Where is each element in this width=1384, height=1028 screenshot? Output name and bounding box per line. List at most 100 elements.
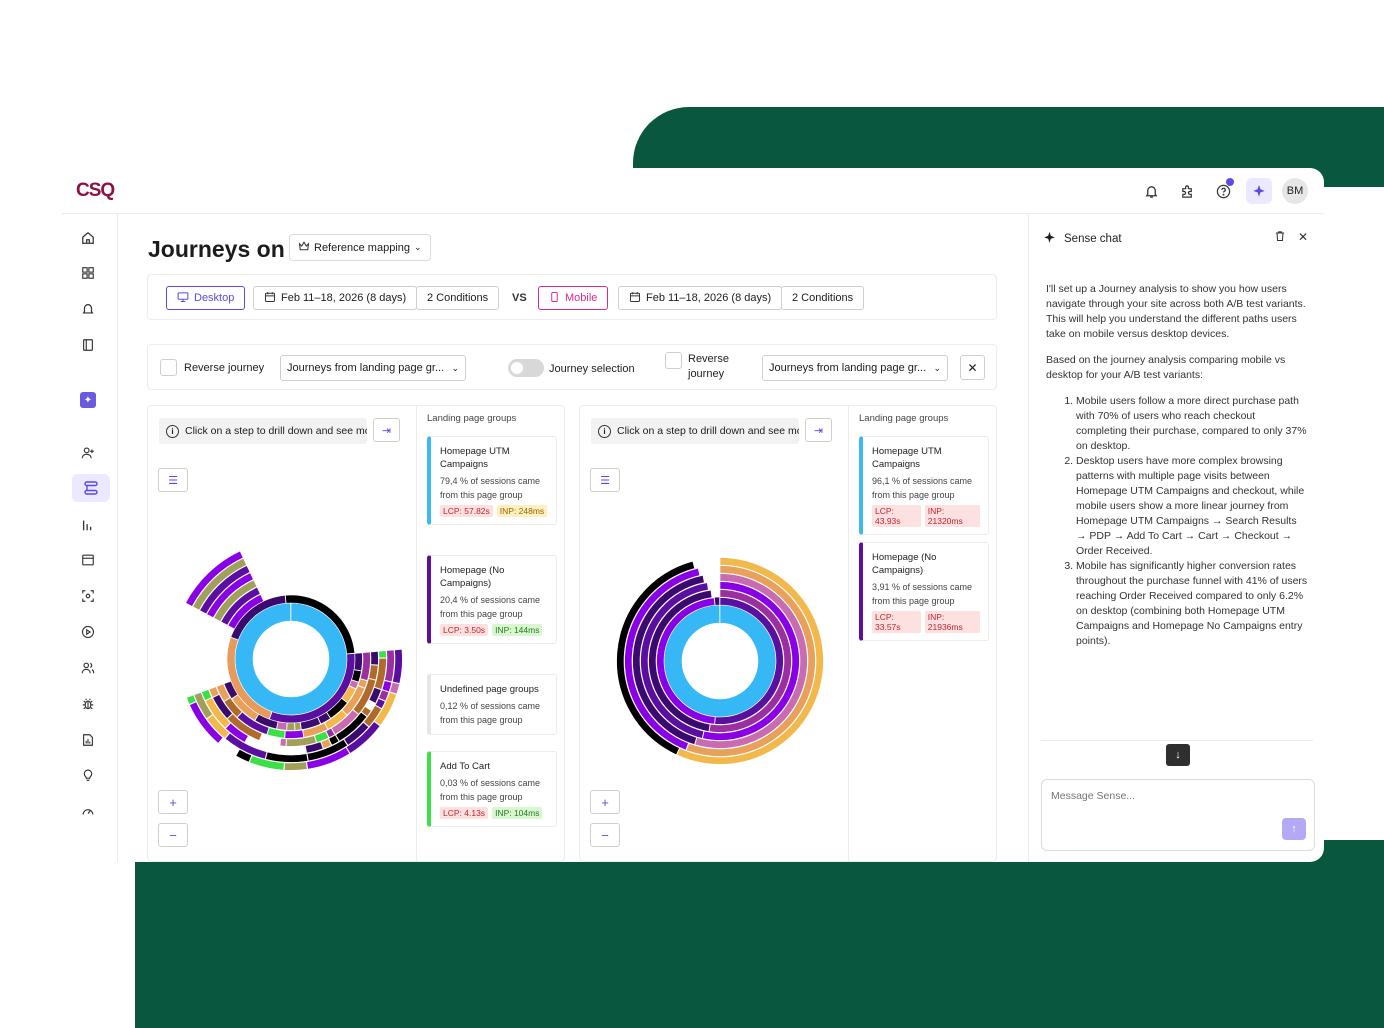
dashboard-icon[interactable]	[76, 261, 100, 285]
sunburst-segment[interactable]	[306, 738, 348, 762]
avatar[interactable]: BM	[1282, 178, 1308, 204]
sunburst-segment[interactable]	[216, 683, 231, 702]
desktop-segment-button[interactable]: Desktop	[166, 286, 246, 310]
screen-capture-icon[interactable]	[76, 584, 100, 608]
sunburst-segment[interactable]	[714, 596, 720, 606]
report-icon[interactable]	[76, 728, 100, 752]
sunburst-segment[interactable]	[193, 691, 213, 720]
puzzle-icon[interactable]	[1174, 178, 1200, 204]
sunburst-segment[interactable]	[373, 691, 397, 726]
group-card[interactable]: Homepage UTM Campaigns 79,4 % of sessions…	[427, 436, 557, 525]
home-icon[interactable]	[76, 226, 100, 250]
sunburst-segment[interactable]	[348, 679, 359, 690]
scroll-down-button[interactable]: ↓	[1166, 744, 1190, 766]
sunburst-segment[interactable]	[199, 565, 251, 615]
sunburst-segment[interactable]	[300, 716, 321, 730]
conditions-left-button[interactable]: 2 Conditions	[416, 286, 500, 310]
sunburst-segment[interactable]	[694, 573, 808, 749]
sunburst-segment[interactable]	[236, 711, 270, 735]
sunburst-segment[interactable]	[284, 761, 308, 771]
sunburst-segment[interactable]	[265, 751, 309, 763]
journey-source-right-select[interactable]: Journeys from landing page gr... ⌄	[762, 355, 948, 381]
sunburst-segment[interactable]	[192, 557, 247, 611]
notebook-icon[interactable]	[76, 333, 100, 357]
sunburst-segment[interactable]	[201, 689, 213, 701]
bug-icon[interactable]	[76, 692, 100, 716]
sunburst-segment[interactable]	[359, 651, 371, 681]
journey-selection-toggle[interactable]	[508, 359, 544, 377]
play-icon[interactable]	[76, 620, 100, 644]
sunburst-segment[interactable]	[279, 738, 287, 747]
sunburst-segment[interactable]	[266, 727, 286, 739]
sunburst-segment[interactable]	[328, 734, 340, 746]
users-icon[interactable]	[76, 656, 100, 680]
sunburst-segment[interactable]	[341, 685, 357, 704]
trash-icon[interactable]	[1274, 230, 1286, 245]
sunburst-segment[interactable]	[363, 705, 382, 728]
sunburst-segment[interactable]	[213, 579, 258, 622]
bell-icon[interactable]	[1138, 178, 1164, 204]
sunburst-segment[interactable]	[294, 722, 302, 731]
sunburst-segment[interactable]	[284, 729, 304, 739]
sunburst-segment[interactable]	[235, 748, 253, 763]
sunburst-segment[interactable]	[343, 721, 370, 746]
sunburst-segment[interactable]	[186, 694, 197, 705]
date-range-left-button[interactable]: Feb 11–18, 2026 (8 days)	[253, 286, 418, 310]
sunburst-segment[interactable]	[223, 680, 239, 700]
sunburst-segment[interactable]	[335, 711, 368, 742]
sunburst-segment[interactable]	[345, 721, 381, 754]
sunburst-segment[interactable]	[341, 685, 366, 716]
sunburst-segment[interactable]	[317, 711, 331, 725]
sunburst-segment[interactable]	[368, 664, 379, 681]
sunburst-segment[interactable]	[368, 687, 382, 704]
sunburst-segment[interactable]	[374, 657, 387, 690]
sunburst-segment[interactable]	[206, 572, 254, 619]
gauge-icon[interactable]	[76, 799, 100, 823]
sunburst-segment[interactable]	[381, 680, 393, 693]
sunburst-segment[interactable]	[223, 697, 243, 718]
group-card[interactable]: Homepage (No Campaigns) 20,4 % of session…	[427, 555, 557, 644]
sunburst-segment[interactable]	[320, 738, 332, 750]
sunburst-segment[interactable]	[331, 709, 359, 735]
sunburst-segment[interactable]	[208, 686, 220, 698]
sunburst-segment[interactable]	[206, 714, 230, 739]
sunburst-segment[interactable]	[632, 574, 705, 745]
list-view-button[interactable]: ☰	[590, 468, 620, 492]
sunburst-segment[interactable]	[286, 722, 296, 731]
sunburst-segment[interactable]	[370, 651, 379, 666]
reverse-journey-right-checkbox[interactable]	[665, 352, 682, 369]
sunburst-segment[interactable]	[189, 701, 224, 744]
mobile-segment-button[interactable]: Mobile	[538, 286, 609, 310]
sunburst-segment[interactable]	[640, 582, 709, 739]
sunburst-segment[interactable]	[224, 732, 268, 760]
list-view-button[interactable]: ☰	[158, 468, 188, 492]
sunburst-segment[interactable]	[254, 713, 279, 730]
sunburst-segment[interactable]	[234, 602, 348, 716]
date-range-right-button[interactable]: Feb 11–18, 2026 (8 days)	[618, 286, 783, 310]
sunburst-segment[interactable]	[249, 755, 285, 771]
sunburst-segment[interactable]	[352, 678, 377, 715]
sunburst-segment[interactable]	[663, 604, 777, 718]
sunburst-chart-desktop[interactable]	[173, 541, 423, 771]
sunburst-segment[interactable]	[374, 698, 386, 709]
sunburst-chart-mobile[interactable]	[610, 541, 860, 771]
zoom-in-button[interactable]: +	[158, 790, 188, 814]
expand-panel-button[interactable]: ⇥	[373, 418, 400, 442]
group-card[interactable]: Undefined page groups 0,12 % of sessions …	[427, 674, 557, 735]
sunburst-segment[interactable]	[285, 735, 317, 747]
add-user-icon[interactable]	[76, 441, 100, 465]
lightbulb-icon[interactable]	[76, 763, 100, 787]
bar-chart-icon[interactable]	[76, 513, 100, 537]
browser-icon[interactable]	[76, 548, 100, 572]
sunburst-segment[interactable]	[226, 713, 263, 741]
journeys-icon[interactable]	[72, 474, 110, 502]
zoom-in-button[interactable]: +	[590, 790, 620, 814]
sunburst-segment[interactable]	[285, 594, 356, 655]
send-button[interactable]: ↑	[1282, 818, 1306, 840]
group-card[interactable]: Add To Cart 0,03 % of sessions came from …	[427, 751, 557, 827]
sunburst-segment[interactable]	[714, 597, 784, 725]
sunburst-segment[interactable]	[314, 730, 330, 743]
sunburst-segment[interactable]	[384, 649, 395, 683]
sunburst-segment[interactable]	[220, 586, 261, 626]
ai-insights-icon[interactable]: ✦	[80, 392, 96, 408]
